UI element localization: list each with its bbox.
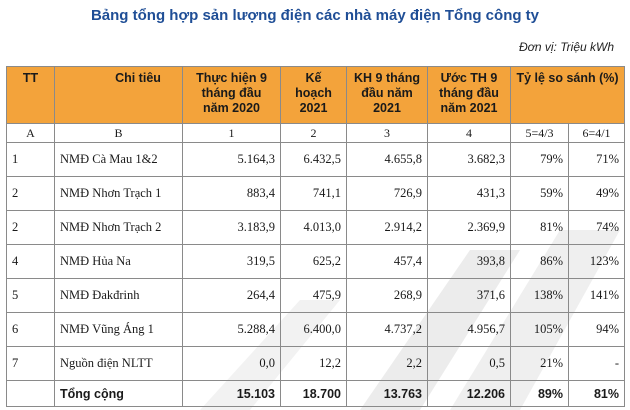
table-row: 4 NMĐ Hủa Na 319,5 625,2 457,4 393,8 86%… [6, 244, 626, 279]
plan-9m-cell: 4.655,8 [346, 142, 428, 177]
plant-name: NMĐ Đakđrinh [54, 278, 183, 313]
row-number: 2 [6, 210, 55, 245]
ratio-4-3-cell: 138% [510, 278, 569, 313]
ratio-4-3-cell: 21% [510, 346, 569, 381]
plan-9m-cell: 2.914,2 [346, 210, 428, 245]
plant-name: NMĐ Nhơn Trạch 2 [54, 210, 183, 245]
row-number: 6 [6, 312, 55, 347]
unit-label: Đơn vị: Triệu kWh [518, 40, 614, 54]
header-plan-2021: Kế hoạch 2021 [280, 66, 347, 124]
plant-name: NMĐ Hủa Na [54, 244, 183, 279]
plan-2021-cell: 4.013,0 [280, 210, 347, 245]
row-number: 1 [6, 142, 55, 177]
table-row: 5 NMĐ Đakđrinh 264,4 475,9 268,9 371,6 1… [6, 278, 626, 313]
estimate-9m-cell: 393,8 [427, 244, 511, 279]
plan-2021-cell: 6.432,5 [280, 142, 347, 177]
total-row: Tổng cộng 15.103 18.700 13.763 12.206 89… [6, 380, 626, 407]
ratio-4-3-cell: 59% [510, 176, 569, 211]
estimate-9m-cell: 4.956,7 [427, 312, 511, 347]
plan-9m-cell: 726,9 [346, 176, 428, 211]
plan-2021-cell: 625,2 [280, 244, 347, 279]
plant-name: NMĐ Cà Mau 1&2 [54, 142, 183, 177]
plan-9m-cell: 2,2 [346, 346, 428, 381]
index-cell: 4 [427, 123, 511, 143]
production-table: TT Chi tiêu Thực hiện 9 tháng đầu năm 20… [6, 66, 626, 407]
actual-2020-cell: 319,5 [182, 244, 281, 279]
estimate-9m-cell: 431,3 [427, 176, 511, 211]
total-estimate-9m: 12.206 [427, 380, 511, 407]
plant-name: Nguồn điện NLTT [54, 346, 183, 381]
plan-2021-cell: 741,1 [280, 176, 347, 211]
total-tt-cell [6, 380, 55, 407]
header-plan-9m-2021: KH 9 tháng đầu năm 2021 [346, 66, 428, 124]
total-label: Tổng cộng [54, 380, 183, 407]
ratio-4-1-cell: 49% [567, 176, 626, 211]
actual-2020-cell: 264,4 [182, 278, 281, 313]
estimate-9m-cell: 3.682,3 [427, 142, 511, 177]
ratio-4-3-cell: 105% [510, 312, 569, 347]
plan-9m-cell: 457,4 [346, 244, 428, 279]
header-tt: TT [6, 66, 55, 124]
row-number: 7 [6, 346, 55, 381]
total-ratio-4-3: 89% [510, 380, 569, 407]
ratio-4-1-cell: 71% [567, 142, 626, 177]
total-ratio-4-1: 81% [567, 380, 626, 407]
plan-2021-cell: 12,2 [280, 346, 347, 381]
plan-2021-cell: 475,9 [280, 278, 347, 313]
table-row: 6 NMĐ Vũng Áng 1 5.288,4 6.400,0 4.737,2… [6, 312, 626, 347]
row-number: 4 [6, 244, 55, 279]
header-compare-ratio: Tỷ lệ so sánh (%) [509, 66, 626, 124]
index-cell: A [6, 123, 55, 143]
index-cell: 5=4/3 [510, 123, 569, 143]
actual-2020-cell: 0,0 [182, 346, 281, 381]
plant-name: NMĐ Nhơn Trạch 1 [54, 176, 183, 211]
header-row: TT Chi tiêu Thực hiện 9 tháng đầu năm 20… [6, 66, 626, 124]
actual-2020-cell: 3.183,9 [182, 210, 281, 245]
column-index-row: A B 1 2 3 4 5=4/3 6=4/1 [6, 123, 626, 143]
ratio-4-1-cell: 94% [567, 312, 626, 347]
ratio-4-1-cell: 141% [567, 278, 626, 313]
actual-2020-cell: 5.164,3 [182, 142, 281, 177]
row-number: 2 [6, 176, 55, 211]
header-estimate-9m-2021: Ước TH 9 tháng đầu năm 2021 [427, 66, 511, 124]
index-cell: 1 [182, 123, 281, 143]
ratio-4-1-cell: - [567, 346, 626, 381]
total-plan-2021: 18.700 [280, 380, 347, 407]
total-actual-2020: 15.103 [182, 380, 281, 407]
table-row: 7 Nguồn điện NLTT 0,0 12,2 2,2 0,5 21% - [6, 346, 626, 381]
plan-9m-cell: 268,9 [346, 278, 428, 313]
index-cell: 3 [346, 123, 428, 143]
estimate-9m-cell: 2.369,9 [427, 210, 511, 245]
table-row: 2 NMĐ Nhơn Trạch 1 883,4 741,1 726,9 431… [6, 176, 626, 211]
table-row: 1 NMĐ Cà Mau 1&2 5.164,3 6.432,5 4.655,8… [6, 142, 626, 177]
ratio-4-3-cell: 86% [510, 244, 569, 279]
estimate-9m-cell: 371,6 [427, 278, 511, 313]
row-number: 5 [6, 278, 55, 313]
index-cell: 6=4/1 [567, 123, 626, 143]
ratio-4-3-cell: 81% [510, 210, 569, 245]
ratio-4-1-cell: 74% [567, 210, 626, 245]
total-plan-9m: 13.763 [346, 380, 428, 407]
ratio-4-3-cell: 79% [510, 142, 569, 177]
table-title: Bảng tổng hợp sản lượng điện các nhà máy… [90, 7, 540, 24]
index-cell: 2 [280, 123, 347, 143]
estimate-9m-cell: 0,5 [427, 346, 511, 381]
plan-9m-cell: 4.737,2 [346, 312, 428, 347]
actual-2020-cell: 5.288,4 [182, 312, 281, 347]
ratio-4-1-cell: 123% [567, 244, 626, 279]
plan-2021-cell: 6.400,0 [280, 312, 347, 347]
header-indicator: Chi tiêu [54, 66, 183, 124]
table-row: 2 NMĐ Nhơn Trạch 2 3.183,9 4.013,0 2.914… [6, 210, 626, 245]
index-cell: B [54, 123, 183, 143]
actual-2020-cell: 883,4 [182, 176, 281, 211]
header-actual-2020: Thực hiện 9 tháng đầu năm 2020 [182, 66, 281, 124]
plant-name: NMĐ Vũng Áng 1 [54, 312, 183, 347]
